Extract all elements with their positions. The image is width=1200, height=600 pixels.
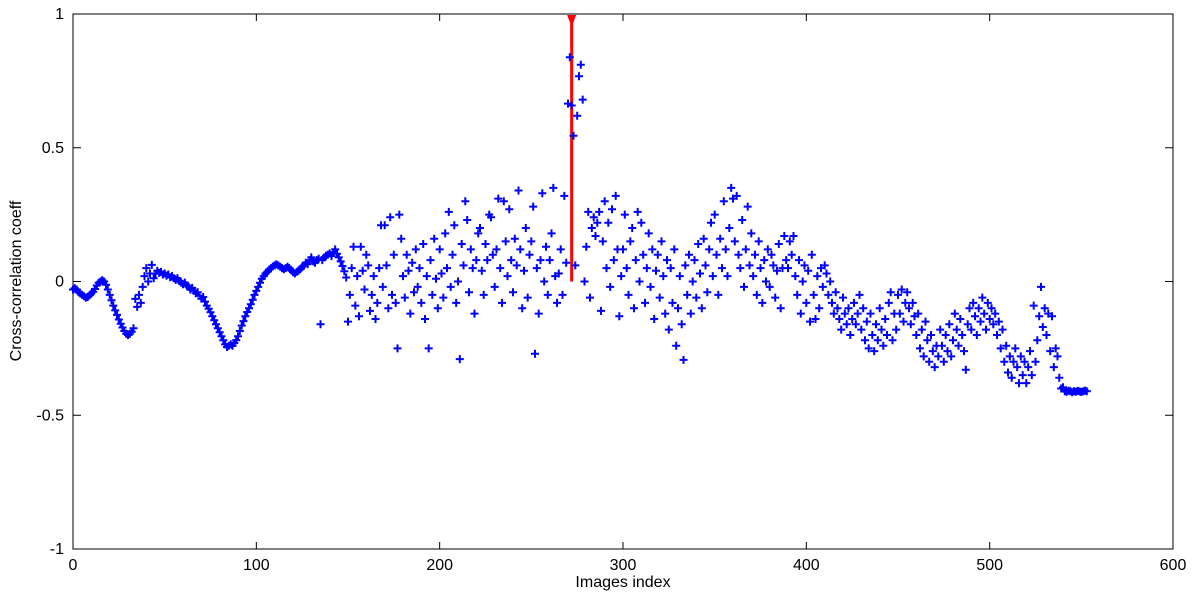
data-point-markers xyxy=(69,53,1091,397)
y-tick-label: 0 xyxy=(55,274,64,291)
peak-annotation-arrow xyxy=(567,15,577,282)
y-tick-label: 1 xyxy=(55,6,64,23)
y-axis-ticks: -1 -0.5 0 0.5 1 xyxy=(36,6,1173,558)
x-tick-label: 400 xyxy=(793,557,820,574)
axes-box xyxy=(72,13,1174,550)
y-tick-label: -1 xyxy=(50,541,64,558)
x-tick-label: 600 xyxy=(1160,557,1187,574)
x-axis-ticks: 0 100 200 300 400 500 600 xyxy=(69,14,1187,574)
y-tick-label: 0.5 xyxy=(42,140,64,157)
x-tick-label: 300 xyxy=(610,557,637,574)
x-axis-label: Images index xyxy=(575,574,671,591)
y-axis-label: Cross-correlation coeff xyxy=(8,200,25,362)
x-tick-label: 100 xyxy=(243,557,270,574)
x-tick-label: 200 xyxy=(426,557,453,574)
x-tick-label: 500 xyxy=(976,557,1003,574)
y-tick-label: -0.5 xyxy=(36,407,64,424)
x-tick-label: 0 xyxy=(69,557,78,574)
peak-annotation-arrowhead xyxy=(567,15,577,27)
